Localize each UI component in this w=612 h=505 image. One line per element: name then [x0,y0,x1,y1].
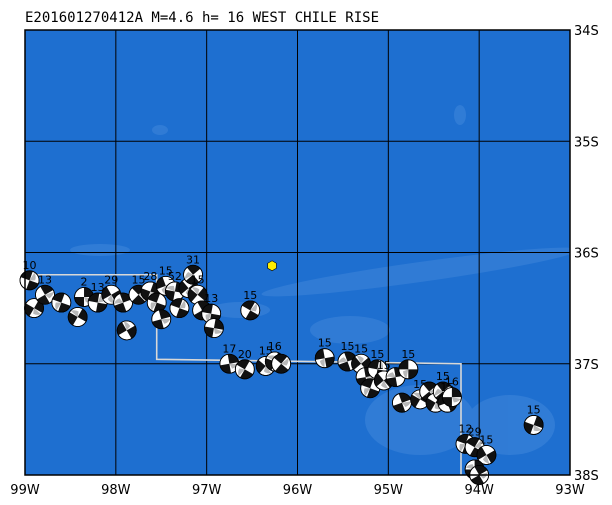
focal-mechanism-beachball [116,320,137,341]
depth-label: 29 [104,273,118,286]
focal-mechanism-beachball [240,300,261,321]
depth-label: 31 [186,253,200,266]
depth-label: 2 [81,276,88,289]
focal-mechanism-beachball [204,318,224,339]
x-tick-label: 97W [192,483,222,498]
depth-label: 15 [243,289,257,302]
depth-label: 20 [238,348,252,361]
depth-label: 15 [132,273,146,286]
depth-label: 16 [268,340,282,353]
depth-label: 15 [354,342,368,355]
y-tick-label: 36S [574,247,599,262]
x-tick-label: 93W [555,483,585,498]
x-tick-label: 96W [283,483,313,498]
depth-label: 15 [479,433,493,446]
depth-label: 15 [159,264,173,277]
focal-mechanism-beachball [187,284,208,305]
depth-label: 28 [143,270,157,283]
map-title: E201601270412A M=4.6 h= 16 WEST CHILE RI… [25,10,379,26]
hexagon-icon [267,260,277,272]
depth-label: 15 [377,359,391,372]
focal-mechanism-beachball [476,445,497,465]
depth-label: 15 [191,273,205,286]
focal-mechanism-beachball [183,264,203,285]
focal-mechanism-beachball [442,387,462,408]
focal-mechanism-beachball [234,359,255,380]
depth-label: 16 [445,376,459,389]
focal-mechanism-beachball [219,353,240,374]
depth-label: 15 [340,340,354,353]
focal-mechanism-beachball [314,348,335,369]
focal-mechanism-beachball [523,415,544,435]
x-tick-label: 95W [374,483,404,498]
map-frame [24,29,571,476]
focal-mechanism-beachball [51,292,72,313]
focal-mechanism-beachball [35,284,55,305]
depth-label: 15 [436,370,450,383]
depth-label: 13 [91,281,105,294]
latitude-tick-labels: 34S 35S 36S 37S 38S [574,24,599,484]
depth-label: 52 [168,270,182,283]
focal-mechanism-beachball [360,378,381,399]
depth-label: 15 [401,348,415,361]
longitude-tick-labels: 99W 98W 97W 96W 95W 94W 93W [10,483,585,498]
x-tick-label: 99W [10,483,40,498]
depth-label: 15 [370,348,384,361]
y-tick-label: 38S [574,469,599,484]
focal-mechanism-beachball [398,359,419,380]
focal-mechanism-beachball [67,307,88,327]
focal-mechanism-beachball [271,353,292,374]
depth-label: 15 [527,403,541,416]
focal-mechanism-beachball [169,298,190,319]
focal-mechanism-beachball [151,309,172,330]
depth-label: 13 [38,273,52,286]
y-tick-label: 34S [574,24,599,39]
x-tick-label: 94W [464,483,494,498]
x-tick-label: 98W [101,483,131,498]
depth-label: 12 [459,422,473,435]
y-tick-label: 35S [574,135,599,150]
depth-label: 29 [468,426,482,439]
depth-label: 10 [23,259,37,272]
depth-label: 17 [222,342,236,355]
y-tick-label: 37S [574,358,599,373]
depth-label: 13 [204,292,218,305]
depth-label: 15 [318,337,332,350]
